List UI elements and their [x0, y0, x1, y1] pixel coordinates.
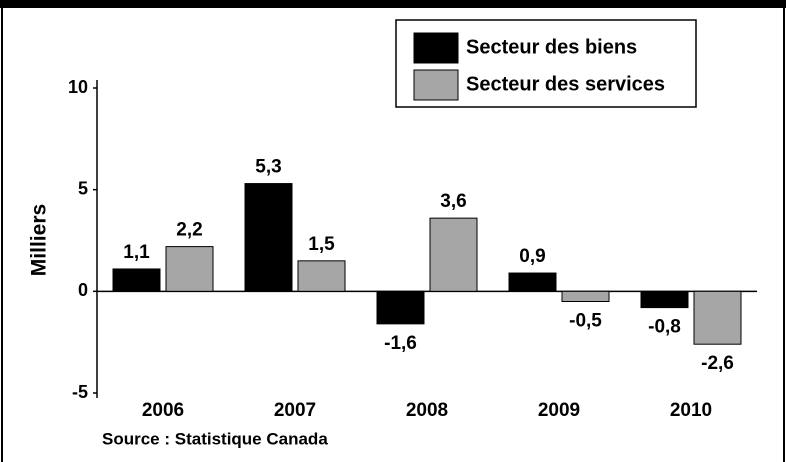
- bar: [429, 217, 478, 292]
- x-tick-label: 2006: [142, 400, 184, 421]
- data-label: -2,6: [701, 353, 734, 374]
- bar: [693, 290, 742, 345]
- data-label: 5,3: [255, 157, 281, 178]
- y-tick-label: 5: [78, 178, 88, 198]
- x-tick-label: 2008: [406, 400, 448, 421]
- data-label: 1,5: [308, 234, 335, 255]
- bar: [561, 290, 610, 303]
- data-label: 1,1: [123, 242, 150, 263]
- y-tick-label: 10: [68, 77, 88, 97]
- data-label: 0,9: [519, 246, 545, 267]
- source-note: Source : Statistique Canada: [102, 429, 328, 448]
- bar: [112, 268, 161, 292]
- data-label: -0,5: [569, 311, 602, 332]
- x-tick-label: 2009: [538, 400, 580, 421]
- legend-swatch: [413, 32, 459, 64]
- bar: [165, 246, 214, 292]
- y-tick-label: 0: [78, 280, 88, 300]
- legend-label: Secteur des biens: [466, 36, 637, 58]
- legend-swatch: [413, 69, 459, 101]
- bar: [297, 260, 346, 292]
- bar: [640, 290, 689, 309]
- x-tick-label: 2010: [670, 400, 712, 421]
- legend-label: Secteur des services: [466, 73, 665, 95]
- header-bar: [0, 0, 786, 8]
- data-label: -0,8: [648, 317, 681, 338]
- data-label: 3,6: [440, 191, 466, 212]
- data-label: -1,6: [384, 333, 417, 354]
- x-tick-label: 2007: [274, 400, 316, 421]
- bar: [376, 290, 425, 325]
- bar: [244, 183, 293, 292]
- y-tick-label: -5: [72, 382, 88, 402]
- y-axis-label: Milliers: [28, 204, 51, 276]
- data-label: 2,2: [176, 220, 202, 241]
- bar: [508, 272, 557, 292]
